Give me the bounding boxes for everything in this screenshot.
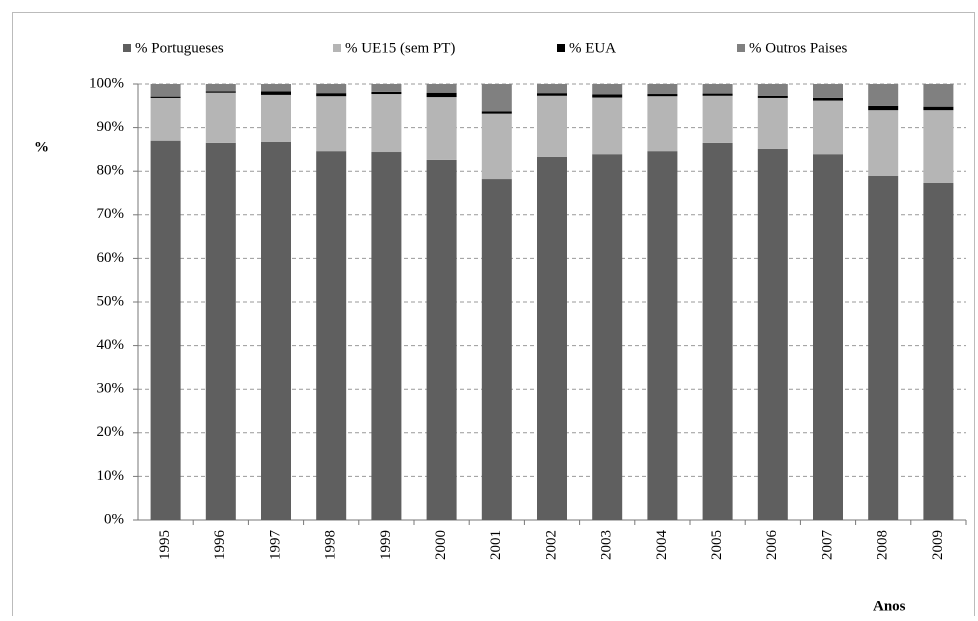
y-tick-label: 60% <box>97 250 125 266</box>
bar-segment <box>868 110 899 176</box>
bar-segment <box>481 179 512 520</box>
legend-label: % EUA <box>569 40 616 56</box>
legend-swatch <box>333 44 341 52</box>
y-tick-label: 90% <box>97 119 125 135</box>
legend-label: % UE15 (sem PT) <box>345 40 455 56</box>
x-tick-label: 1996 <box>212 530 228 561</box>
bar-segment <box>592 97 623 155</box>
bar-segment <box>757 148 788 521</box>
bar-segment <box>868 175 899 520</box>
legend-swatch <box>123 44 131 52</box>
bar-segment <box>261 94 291 142</box>
bar-segment <box>923 182 954 521</box>
bar-segment <box>868 84 899 106</box>
bar-segment <box>150 97 181 141</box>
bar-segment <box>316 93 347 97</box>
bar-segment <box>205 142 236 521</box>
bar-segment <box>537 93 567 96</box>
x-tick-label: 2007 <box>819 530 835 561</box>
bar-segment <box>481 84 512 112</box>
bar-segment <box>205 92 236 143</box>
bar-segment <box>426 92 457 98</box>
chart-frame <box>12 12 975 621</box>
bar-segment <box>813 97 843 101</box>
bar-segment <box>371 152 402 521</box>
bar-segment <box>261 141 291 520</box>
bar-segment <box>647 84 678 95</box>
x-tick-label: 2008 <box>875 530 891 560</box>
bar-segment <box>757 97 788 149</box>
bar-segment <box>757 84 788 96</box>
bar-segment <box>426 159 457 520</box>
x-tick-label: 2000 <box>433 530 449 560</box>
bar-segment <box>426 97 457 160</box>
bar-segment <box>647 94 678 97</box>
bar-segment <box>426 84 457 93</box>
bar-segment <box>150 140 181 520</box>
bar-segment <box>537 84 567 94</box>
bar-segment <box>923 110 954 183</box>
bar-segment <box>205 91 236 93</box>
bar-segment <box>261 91 291 95</box>
y-tick-label: 40% <box>97 337 125 353</box>
bar-segment <box>592 154 623 521</box>
bar-segment <box>371 91 402 95</box>
x-tick-label: 2002 <box>543 530 559 560</box>
bar-segment <box>702 142 733 521</box>
x-tick-label: 1997 <box>267 530 283 561</box>
bar-segment <box>813 84 843 98</box>
x-tick-label: 2005 <box>709 530 725 560</box>
bar-segment <box>868 105 899 111</box>
y-axis-label: % <box>34 139 49 155</box>
bar-segment <box>150 84 181 97</box>
bar-segment <box>923 84 954 107</box>
y-tick-label: 50% <box>97 293 125 309</box>
bar-segment <box>702 93 733 96</box>
bar-segment <box>647 151 678 521</box>
bar-segment <box>702 84 733 94</box>
bar-segment <box>537 95 567 157</box>
bar-segment <box>757 95 788 98</box>
y-tick-label: 70% <box>97 206 125 222</box>
bar-segment <box>592 94 623 98</box>
y-tick-label: 10% <box>97 468 125 484</box>
bar-segment <box>150 96 181 98</box>
bar-segment <box>813 154 843 521</box>
y-tick-label: 0% <box>104 511 124 527</box>
bar-segment <box>371 94 402 153</box>
bar-segment <box>702 95 733 143</box>
x-tick-label: 2009 <box>930 530 946 560</box>
legend-swatch <box>737 44 745 52</box>
y-tick-label: 100% <box>89 75 124 91</box>
bar-segment <box>261 84 291 92</box>
y-tick-label: 30% <box>97 381 125 397</box>
bar-segment <box>316 96 347 152</box>
x-tick-label: 1998 <box>323 530 339 560</box>
bar-segment <box>537 156 567 520</box>
bar-segment <box>647 96 678 152</box>
x-tick-label: 2003 <box>599 530 615 560</box>
bar-segment <box>481 113 512 180</box>
x-tick-label: 1999 <box>378 530 394 560</box>
y-tick-label: 20% <box>97 424 125 440</box>
bar-segment <box>316 151 347 521</box>
bar-segment <box>316 84 347 94</box>
bar-segment <box>205 84 236 92</box>
legend-label: % Portugueses <box>135 40 224 56</box>
legend-swatch <box>557 44 565 52</box>
bar-segment <box>923 106 954 111</box>
x-axis-label: Anos <box>873 598 906 614</box>
x-tick-label: 1995 <box>157 530 173 560</box>
bar-segment <box>813 100 843 155</box>
y-tick-label: 80% <box>97 163 125 179</box>
bar-segment <box>481 111 512 114</box>
x-tick-label: 2001 <box>488 530 504 560</box>
x-tick-label: 2004 <box>654 530 670 561</box>
legend-label: % Outros Paises <box>749 40 847 56</box>
bar-segment <box>592 84 623 95</box>
bar-segment <box>371 84 402 92</box>
x-tick-label: 2006 <box>764 530 780 561</box>
